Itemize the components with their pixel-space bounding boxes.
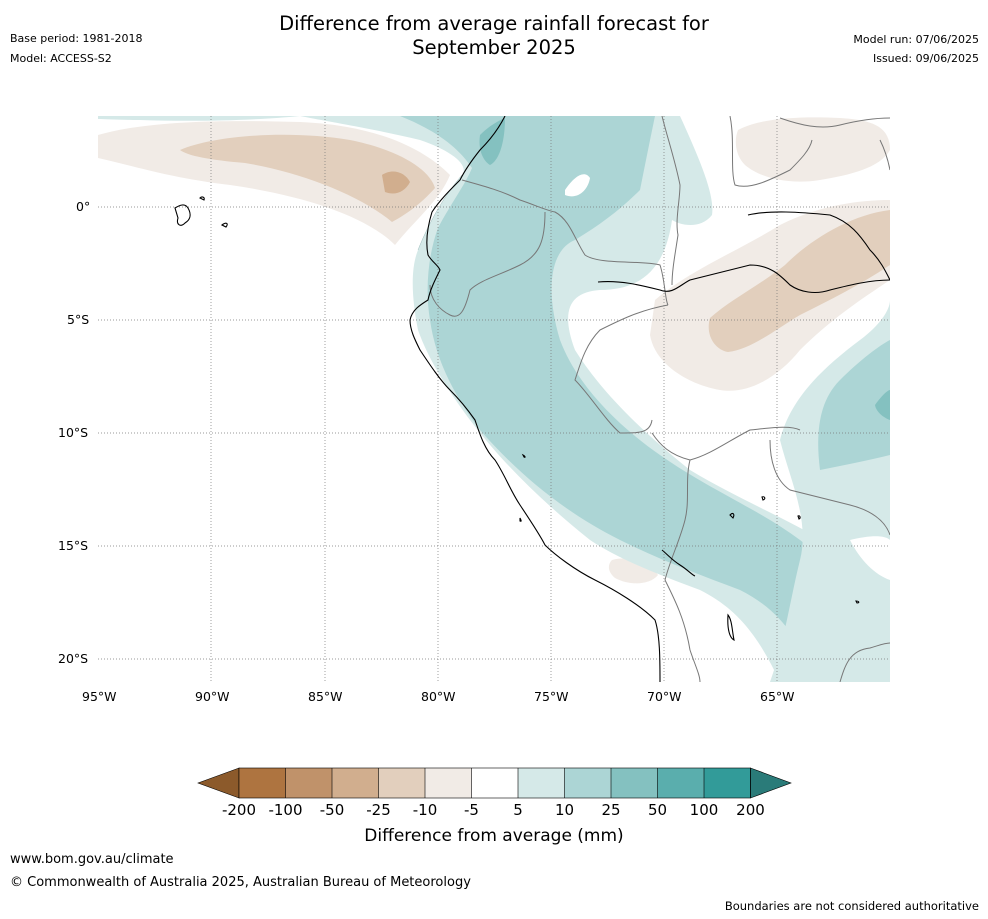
- country-borders: [429, 116, 890, 682]
- colorbar-tick: -25: [366, 801, 391, 819]
- graticule: [98, 116, 890, 682]
- coastlines: [174, 116, 890, 682]
- lat-label-15s: 15°S: [58, 538, 89, 553]
- lat-label-20s: 20°S: [58, 651, 89, 666]
- colorbar-tick: -200: [221, 801, 257, 819]
- colorbar-tick: 5: [513, 801, 523, 819]
- colorbar-tick: 200: [736, 801, 765, 819]
- lat-label-0: 0°: [76, 199, 91, 214]
- colorbar-swatch-6: [471, 768, 518, 798]
- wet-region-coastal-core: [479, 118, 505, 165]
- model-run-text: Model run: 07/06/2025: [853, 33, 979, 46]
- colorbar-tick: -5: [464, 801, 479, 819]
- colorbar-tick: 25: [601, 801, 621, 819]
- title-line-2: September 2025: [412, 36, 576, 59]
- colorbar-tick: -100: [268, 801, 303, 819]
- disclaimer-text: Boundaries are not considered authoritat…: [724, 899, 979, 913]
- issued-text: Issued: 09/06/2025: [872, 52, 979, 65]
- wet-region-east-core: [875, 390, 890, 420]
- colorbar-swatch-8: [564, 768, 611, 798]
- lon-label-65w: 65°W: [760, 689, 795, 704]
- colorbar-tick: -10: [412, 801, 438, 819]
- lon-label-90w: 90°W: [195, 689, 230, 704]
- white-patch-east: [850, 536, 890, 580]
- map-title: Difference from average rainfall forecas…: [0, 12, 988, 60]
- colorbar-tick: -50: [319, 801, 345, 819]
- colorbar-extend-high: [750, 767, 792, 799]
- white-patch-andes: [565, 174, 590, 197]
- wet-region-coastal-mid: [400, 116, 868, 682]
- lon-label-80w: 80°W: [421, 689, 456, 704]
- lat-label-10s: 10°S: [58, 425, 89, 440]
- colorbar-swatch-7: [518, 768, 565, 798]
- copyright-text: © Commonwealth of Australia 2025, Austra…: [10, 875, 471, 890]
- colorbar-title: Difference from average (mm): [364, 826, 624, 846]
- website-link[interactable]: www.bom.gov.au/climate: [10, 852, 174, 867]
- colorbar-swatch-4: [378, 768, 425, 798]
- colorbar-extend-low: [197, 767, 240, 799]
- lon-label-75w: 75°W: [534, 689, 569, 704]
- model-text: Model: ACCESS-S2: [10, 52, 112, 65]
- map-area: [98, 116, 890, 682]
- colorbar-swatch-11: [704, 768, 751, 798]
- colorbar: [197, 767, 792, 799]
- colorbar-swatch-3: [332, 768, 379, 798]
- lat-label-5s: 5°S: [67, 312, 90, 327]
- colorbar-tick: 50: [647, 801, 668, 819]
- colorbar-tick: 100: [689, 801, 719, 819]
- colorbar-swatch-10: [657, 768, 704, 798]
- colorbar-tick: 10: [554, 801, 575, 819]
- wet-region-offshore-strip: [98, 116, 300, 121]
- title-line-1: Difference from average rainfall forecas…: [279, 12, 709, 35]
- lon-label-85w: 85°W: [308, 689, 343, 704]
- lon-label-70w: 70°W: [647, 689, 682, 704]
- colorbar-swatch-2: [285, 768, 332, 798]
- colorbar-swatch-5: [425, 768, 472, 798]
- colorbar-swatch-1: [239, 768, 286, 798]
- colorbar-swatch-9: [611, 768, 658, 798]
- base-period-text: Base period: 1981-2018: [10, 32, 143, 45]
- dry-region-amazon-core: [708, 210, 890, 352]
- dry-region-offshore-peak: [382, 171, 410, 194]
- lon-label-95w: 95°W: [82, 689, 117, 704]
- wet-region-east-mid: [818, 340, 890, 470]
- dry-region-offshore-core: [180, 134, 435, 222]
- dry-region-north: [735, 117, 890, 182]
